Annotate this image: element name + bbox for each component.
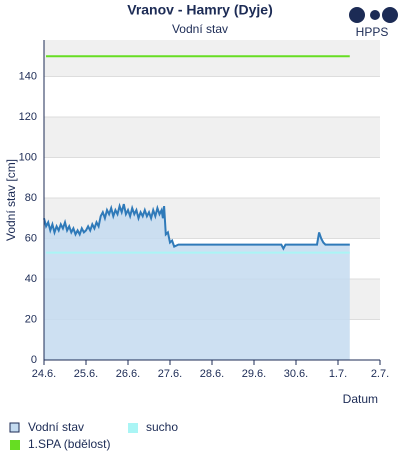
- x-tick-label: 2.7.: [371, 368, 389, 380]
- logo-dot: [370, 10, 380, 20]
- legend-label: sucho: [146, 420, 178, 434]
- logo-text: HPPS: [356, 25, 389, 39]
- y-tick-label: 80: [25, 192, 37, 204]
- x-tick-label: 28.6.: [200, 368, 224, 380]
- legend-swatch: [10, 440, 20, 450]
- y-tick-label: 40: [25, 273, 37, 285]
- y-axis-label: Vodní stav [cm]: [4, 159, 18, 241]
- legend-label: 1.SPA (bdělost): [28, 437, 111, 451]
- y-tick-label: 60: [25, 232, 37, 244]
- chart-title: Vranov - Hamry (Dyje): [127, 2, 273, 18]
- logo-dot: [382, 7, 398, 23]
- logo-dot: [349, 7, 365, 23]
- x-tick-label: 25.6.: [74, 368, 98, 380]
- line: [43, 202, 350, 251]
- grid-band: [44, 40, 380, 77]
- legend-swatch: [9, 422, 20, 433]
- x-tick-label: 29.6.: [242, 368, 266, 380]
- chart-subtitle: Vodní stav: [172, 22, 228, 36]
- x-tick-label: 27.6.: [158, 368, 182, 380]
- x-tick-label: 1.7.: [329, 368, 347, 380]
- grid-band: [44, 116, 380, 158]
- y-tick-label: 140: [19, 70, 37, 82]
- x-tick-label: 26.6.: [116, 368, 140, 380]
- y-tick-label: 120: [19, 111, 37, 123]
- logo: HPPS: [349, 7, 398, 39]
- y-tick-label: 100: [19, 151, 37, 163]
- y-tick-label: 20: [25, 313, 37, 325]
- y-tick-label: 0: [31, 354, 37, 366]
- legend-label: Vodní stav: [28, 420, 84, 434]
- x-tick-label: 30.6.: [284, 368, 308, 380]
- area: [44, 204, 350, 360]
- legend-swatch: [128, 423, 138, 433]
- x-tick-label: 24.6.: [32, 368, 56, 380]
- x-axis-label: Datum: [343, 392, 378, 406]
